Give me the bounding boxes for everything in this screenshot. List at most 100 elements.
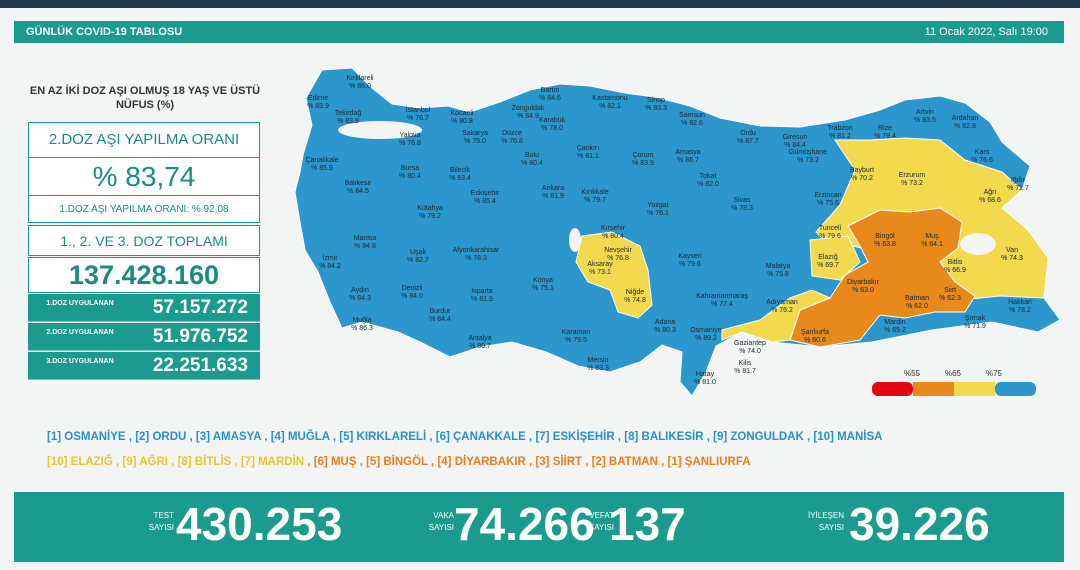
province-name: Kırklareli xyxy=(346,75,374,82)
province-rate: % 79.5 xyxy=(565,337,587,344)
province-name: Osmaniye xyxy=(690,327,722,334)
ranking-item: [4] DİYARBAKIR xyxy=(437,456,526,468)
province-rate: % 80.4 xyxy=(602,233,624,240)
province-rate: % 83.4 xyxy=(449,175,471,182)
province-rate: % 63.0 xyxy=(852,287,874,294)
stat-label-line: TEST xyxy=(153,511,174,520)
province-name: Uşak xyxy=(410,249,426,256)
province-rate: % 84.5 xyxy=(347,188,369,195)
list-separator: , xyxy=(525,431,536,443)
province-name: Siirt xyxy=(944,287,956,294)
province-name: Nevşehir xyxy=(604,247,632,254)
province-name: Kilis xyxy=(739,360,752,367)
province-rate: % 85.4 xyxy=(474,198,496,205)
province-rate: % 84.8 xyxy=(354,243,376,250)
ranking-item: [2] ORDU xyxy=(135,431,187,443)
province-name: Sinop xyxy=(647,97,665,104)
province-rate: % 71.9 xyxy=(964,323,986,330)
total-doses: 137.428.160 xyxy=(28,257,260,293)
province-rate: % 78.3 xyxy=(731,205,753,212)
province-name: Düzce xyxy=(502,130,522,137)
province-rate: % 79.6 xyxy=(679,261,701,268)
list-separator: , xyxy=(329,431,340,443)
province-rate: % 87.7 xyxy=(737,138,759,145)
province-rate: % 60.6 xyxy=(804,337,826,344)
province-rate: % 81.9 xyxy=(471,296,493,303)
stat-value: 137 xyxy=(609,498,686,550)
dose-row: 3.DOZ UYGULANAN 22.251.633 xyxy=(28,352,260,380)
province-rate: % 74.3 xyxy=(1001,255,1023,262)
ranking-item: [8] BALIKESİR xyxy=(624,431,704,443)
list-separator: , xyxy=(803,431,814,443)
province-rate: % 76.7 xyxy=(407,115,429,122)
province-name: Adıyaman xyxy=(766,299,798,306)
province-name: Bartın xyxy=(541,87,560,94)
stat-label: İYİLEŞEN SAYISI xyxy=(784,510,844,534)
province-name: Ankara xyxy=(542,185,564,192)
province-name: Yalova xyxy=(400,132,421,139)
province-name: Hakkari xyxy=(1008,299,1032,306)
stat-value: 430.253 xyxy=(176,498,343,550)
province-name: Sivas xyxy=(733,197,751,204)
province-name: Bitlis xyxy=(948,259,963,266)
province-name: Eskişehir xyxy=(471,190,500,197)
province-name: Edirne xyxy=(308,95,328,102)
top-ranking: [1] OSMANİYE , [2] ORDU , [3] AMASYA , [… xyxy=(47,431,882,443)
dose-value: 22.251.633 xyxy=(152,355,248,376)
province-rate: % 80.7 xyxy=(469,343,491,350)
province-rate: % 85.9 xyxy=(311,165,333,172)
province-rate: % 81.0 xyxy=(694,379,716,386)
province-name: İstanbul xyxy=(406,105,431,114)
province-rate: % 80.4 xyxy=(521,160,543,167)
ranking-item: [1] ŞANLIURFA xyxy=(667,456,751,468)
province-rate: % 72.7 xyxy=(1007,185,1029,192)
province-rate: % 80.8 xyxy=(451,118,473,125)
list-separator: , xyxy=(186,431,196,443)
province-name: Ağrı xyxy=(984,189,997,196)
province-name: Elazığ xyxy=(818,254,838,261)
list-separator: , xyxy=(356,456,367,468)
list-separator: , xyxy=(304,456,314,468)
province-name: Giresun xyxy=(783,134,808,141)
province-name: Zonguldak xyxy=(512,105,545,112)
stat-label: VAKA SAYISI xyxy=(394,510,454,534)
province-name: Erzincan xyxy=(814,192,841,199)
dose-value: 51.976.752 xyxy=(152,326,248,347)
legend-swatch xyxy=(913,382,954,396)
province-name: Niğde xyxy=(626,289,644,296)
province-name: Muğla xyxy=(352,317,371,324)
province-name: Çanakkale xyxy=(305,157,338,164)
province-rate: % 82.8 xyxy=(954,123,976,130)
province-name: Batman xyxy=(905,295,929,302)
header-date: 11 Ocak 2022, Salı 19:00 xyxy=(924,26,1048,38)
header: GÜNLÜK COVID-19 TABLOSU 11 Ocak 2022, Sa… xyxy=(14,21,1064,43)
province-name: Kars xyxy=(975,149,990,156)
stat-label: TEST SAYISI xyxy=(114,510,174,534)
ranking-item: [2] BATMAN xyxy=(591,456,658,468)
province-rate: % 83.3 xyxy=(587,365,609,372)
province-rate: % 86.7 xyxy=(677,157,699,164)
province-name: Isparta xyxy=(471,288,493,295)
stat-label-line: VAKA xyxy=(433,511,454,520)
province-name: Kastamonu xyxy=(592,95,628,102)
province-name: Çankırı xyxy=(577,145,600,152)
legend: %55 %65 %75 xyxy=(872,369,1036,396)
province-name: Tekirdağ xyxy=(335,110,362,117)
legend-label: %55 xyxy=(904,369,921,378)
bottom-ranking: [10] ELAZIĞ , [9] AĞRI , [8] BİTLİS , [7… xyxy=(47,456,751,468)
top-bar xyxy=(0,0,1080,8)
province-rate: % 79.4 xyxy=(874,133,896,140)
province-name: Yozgat xyxy=(647,202,668,209)
dose-row: 1.DOZ UYGULANAN 57.157.272 xyxy=(28,294,260,322)
province-name: Manisa xyxy=(354,235,377,242)
orange-region xyxy=(789,207,976,348)
province-name: Mersin xyxy=(587,357,608,364)
province-name: Kırşehir xyxy=(601,225,626,232)
second-dose-rate: % 83,74 xyxy=(28,157,260,196)
province-name: Aksaray xyxy=(587,261,613,268)
yellow-region-central xyxy=(575,231,653,319)
ranking-item: [6] MUŞ xyxy=(313,456,357,468)
province-name: Amasya xyxy=(675,149,700,156)
province-name: Gaziantep xyxy=(734,340,766,347)
province-rate: % 76.6 xyxy=(971,157,993,164)
